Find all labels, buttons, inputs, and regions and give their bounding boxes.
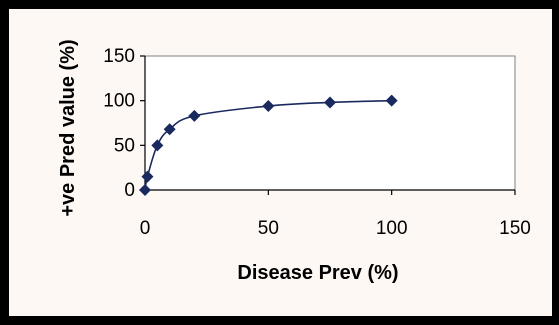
x-tick-label: 50 xyxy=(258,218,279,239)
data-point xyxy=(163,123,176,136)
x-tick-label: 150 xyxy=(499,218,531,239)
y-tick-label: 50 xyxy=(114,135,135,156)
x-axis-title: Disease Prev (%) xyxy=(237,262,398,284)
axes xyxy=(144,56,515,191)
data-point xyxy=(188,109,201,122)
plot-area xyxy=(144,55,516,191)
y-tick-label: 150 xyxy=(103,46,135,67)
x-tick-label: 100 xyxy=(376,218,408,239)
y-tick-label: 0 xyxy=(124,180,135,201)
data-point xyxy=(385,94,398,107)
y-tick-label: 100 xyxy=(103,91,135,112)
x-axis-ticks: 0 50 100 150 xyxy=(140,190,531,239)
data-point xyxy=(139,184,151,196)
data-point xyxy=(151,139,164,152)
y-axis-title: +ve Pred value (%) xyxy=(57,39,79,216)
data-point xyxy=(141,170,154,183)
data-points xyxy=(139,94,398,196)
data-point xyxy=(262,100,275,113)
x-tick-label: 0 xyxy=(140,218,151,239)
y-axis-ticks: 0 50 100 150 xyxy=(103,46,145,201)
data-point xyxy=(324,96,336,109)
